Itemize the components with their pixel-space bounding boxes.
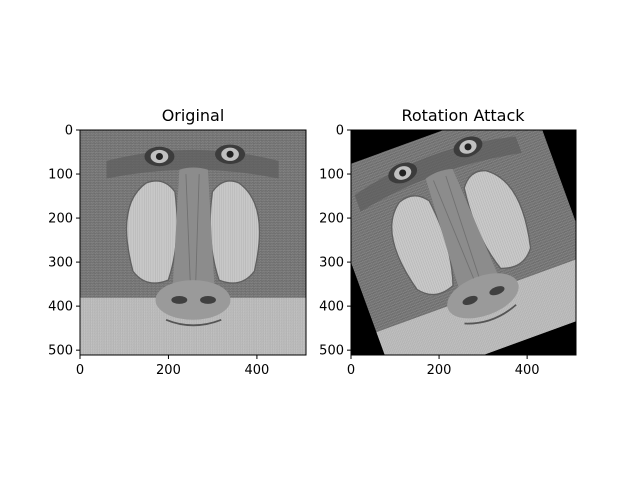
y-tick-label-rotation-attack: 500 — [319, 344, 344, 359]
x-tick-label-original: 0 — [76, 363, 84, 378]
image-original — [80, 130, 306, 355]
y-tick-label-rotation-attack: 300 — [319, 256, 344, 271]
chart-title-original: Original — [162, 106, 225, 125]
y-tick-label-rotation-attack: 200 — [319, 212, 344, 227]
x-tick-label-original: 400 — [244, 363, 269, 378]
y-tick-label-rotation-attack: 100 — [319, 168, 344, 183]
x-tick-label-original: 200 — [156, 363, 181, 378]
x-tick-label-rotation-attack: 0 — [347, 363, 355, 378]
y-tick-label-original: 400 — [48, 300, 73, 315]
y-tick-label-original: 300 — [48, 256, 73, 271]
y-tick-label-original: 200 — [48, 212, 73, 227]
image-rotation-attack — [351, 130, 576, 355]
panel-original: Original 0 200 400 0 100 200 300 400 500 — [48, 106, 307, 379]
axes-frame-rotation-attack — [350, 129, 577, 356]
ticks-original: 0 200 400 0 100 200 300 400 500 — [48, 124, 269, 379]
y-tick-label-original: 100 — [48, 168, 73, 183]
panel-rotation-attack: Rotation Attack 0 200 400 0 100 200 300 400 500 — [319, 106, 577, 379]
x-tick-label-rotation-attack: 200 — [427, 363, 452, 378]
chart-title-rotation-attack: Rotation Attack — [401, 106, 525, 125]
y-tick-label-rotation-attack: 0 — [336, 124, 344, 139]
axes-frame-original — [79, 129, 307, 356]
y-tick-label-original: 500 — [48, 344, 73, 359]
y-tick-label-original: 0 — [65, 124, 73, 139]
ticks-rotation-attack: 0 200 400 0 100 200 300 400 500 — [319, 124, 539, 379]
y-tick-label-rotation-attack: 400 — [319, 300, 344, 315]
x-tick-label-rotation-attack: 400 — [515, 363, 540, 378]
